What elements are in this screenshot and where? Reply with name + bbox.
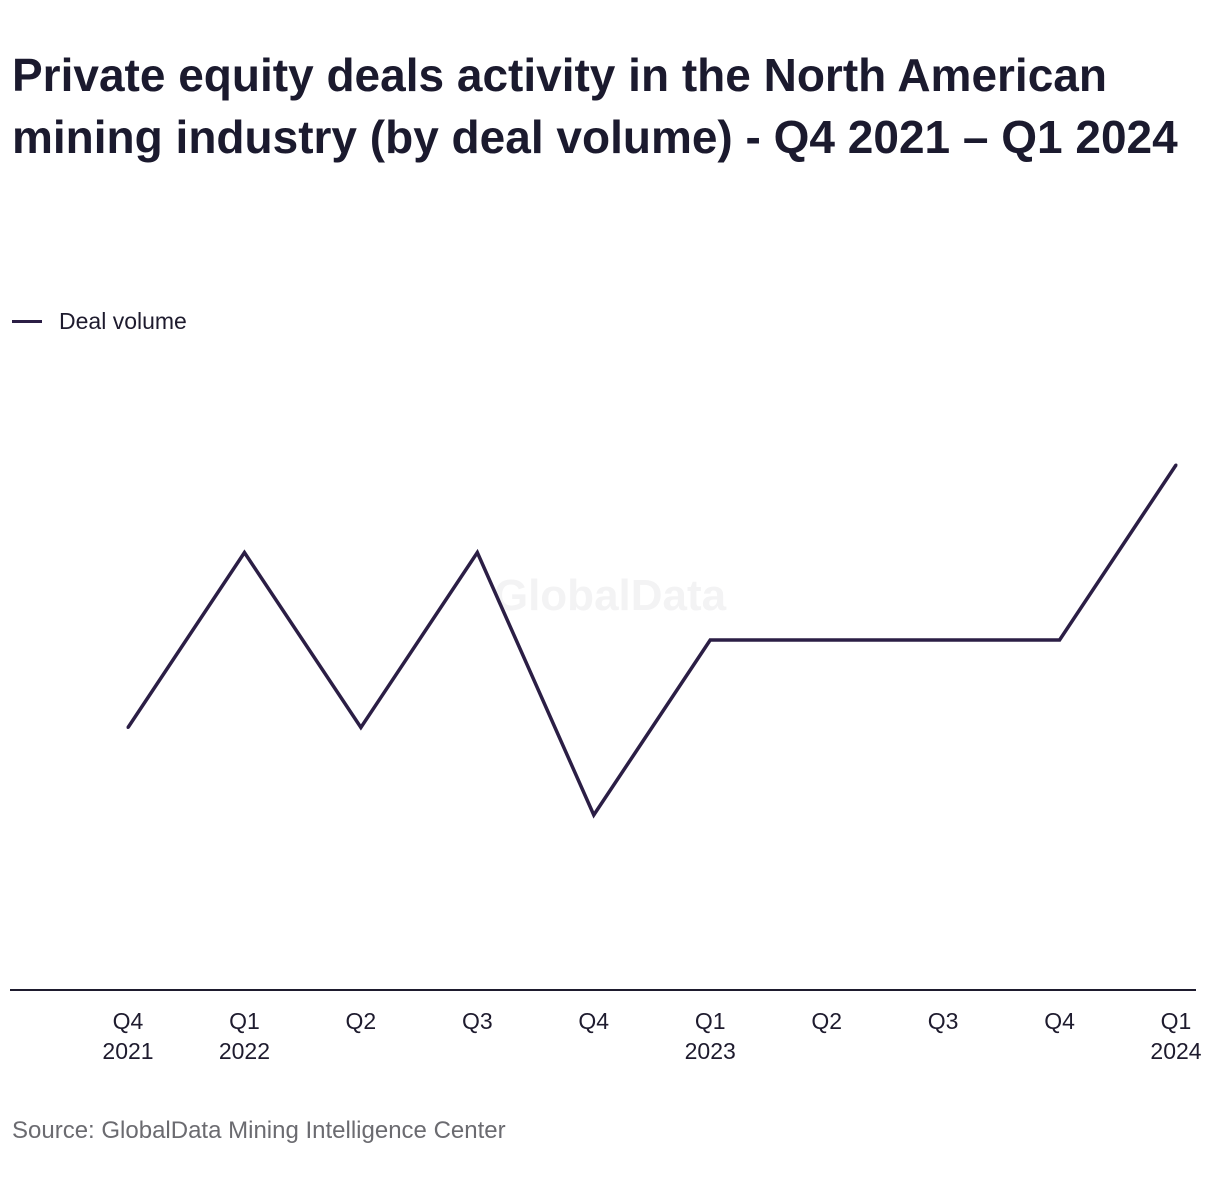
x-tick-label: Q1 2023 — [685, 1008, 736, 1064]
data-point — [1058, 638, 1062, 642]
data-point — [126, 726, 130, 729]
data-point — [242, 551, 246, 554]
x-tick-label: Q3 — [462, 1008, 493, 1034]
x-tick-label: Q2 — [346, 1008, 377, 1034]
data-point — [708, 638, 712, 642]
data-point — [941, 638, 945, 642]
x-tick-label: Q4 — [578, 1008, 609, 1034]
x-tick-label: Q1 2022 — [219, 1008, 270, 1064]
x-tick-label: Q1 2024 — [1150, 1008, 1201, 1064]
legend-label: Deal volume — [59, 307, 187, 334]
legend: Deal volume — [12, 306, 187, 336]
x-axis-ticks: Q4 2021 Q1 2022 Q2 Q3 Q4 Q1 2023 Q2 Q3 Q4 Q1 2024 — [102, 1008, 1201, 1064]
x-tick-label: Q4 2021 — [102, 1008, 153, 1064]
legend-line-swatch — [12, 319, 42, 323]
data-point — [592, 813, 596, 817]
x-tick-label: Q3 — [928, 1008, 959, 1034]
data-point — [475, 551, 479, 554]
x-tick-label: Q2 — [811, 1008, 842, 1034]
x-tick-label: Q4 — [1044, 1008, 1075, 1034]
chart-title: Private equity deals activity in the Nor… — [12, 49, 1178, 163]
series-line-0 — [126, 464, 1178, 819]
data-point — [825, 638, 829, 642]
data-point — [359, 726, 363, 729]
watermark: GlobalData — [494, 571, 727, 620]
data-point — [1174, 463, 1178, 467]
source-note: Source: GlobalData Mining Intelligence C… — [12, 1117, 506, 1144]
series-layer — [126, 463, 1178, 819]
